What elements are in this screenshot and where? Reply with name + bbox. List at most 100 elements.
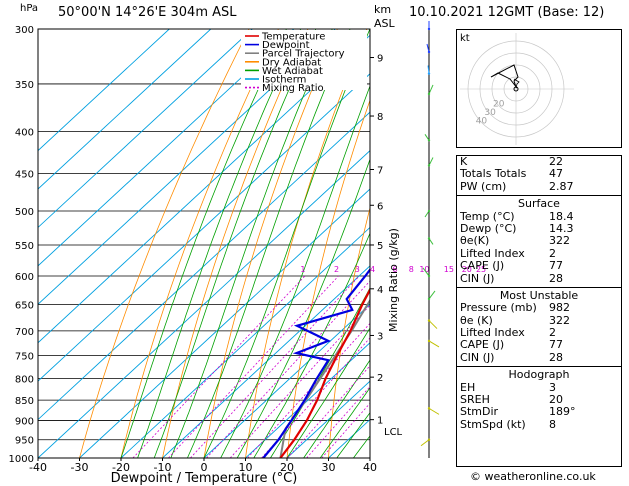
isotherm-line [38,149,370,458]
mixing-ratio-axis-title: Mixing Ratio (g/kg) [387,228,400,332]
legend-background [241,30,367,90]
dry-adiabat-line [120,29,279,458]
wet-adiabat-line [253,232,370,458]
stat-row: K 22 [457,155,621,168]
pressure-tick-label: 400 [15,128,34,139]
stat-key: Totals Totals [460,167,527,181]
isotherm-line [38,29,212,190]
stat-row: θe(K) 322 [457,234,621,248]
wind-barb-base [427,407,431,410]
stat-value: 14.3 [549,221,574,235]
stat-row: Pressure (mb) 982 [457,301,621,315]
stat-value: 2 [549,246,556,260]
mixing-ratio-label: 3 [355,265,360,274]
stat-key: SREH [460,393,490,407]
hodograph-ring-label: 40 [476,117,488,127]
isotherm-line [203,303,370,458]
temperature-tick-label: -10 [154,461,172,474]
stat-value: 22 [549,155,563,168]
isotherm-line [162,265,370,458]
stat-row: Dewp (°C) 14.3 [457,221,621,235]
mixing-ratio-label: 6 [392,265,397,274]
stat-row: Totals Totals 47 [457,167,621,181]
stat-value: 3 [549,380,556,394]
storm-motion-marker [513,86,519,92]
mixing-ratio-line [132,275,306,458]
stat-value: 47 [549,167,563,181]
stat-value: 28 [549,271,563,285]
temperature-tick-label: 20 [280,461,294,474]
stat-key: Temp (°C) [460,209,515,223]
wet-adiabat-line [137,29,302,458]
hodograph-ring-label: 20 [493,99,505,109]
stat-key: θe(K) [460,234,490,248]
stat-key: CAPE (J) [460,259,505,273]
stat-key: EH [460,380,476,394]
pressure-tick-label: 350 [15,80,34,91]
dry-adiabat-line [79,29,250,458]
x-axis-title: Dewpoint / Temperature (°C) [111,471,298,486]
km-tick-label: 4 [377,285,383,296]
isotherm-line [38,111,370,421]
stat-value: 982 [549,301,570,315]
pressure-tick-label: 750 [15,351,34,362]
temperature-tick-label: 30 [322,461,336,474]
asl-unit-label: ASL [374,17,395,30]
pressure-tick-label: 1000 [9,454,34,465]
mixing-ratio-line [168,275,339,458]
temperature-tick-label: -30 [71,461,89,474]
mixing-ratio-label: 8 [409,265,414,274]
dry-adiabat-line [245,29,368,458]
wind-barb [428,340,440,348]
km-tick-label: 2 [377,373,383,384]
stat-value: 2 [549,326,556,340]
stat-row: CIN (J) 28 [457,350,621,364]
stat-value: 189° [549,405,576,419]
pressure-tick-label: 500 [15,207,34,218]
km-tick-label: 9 [377,54,383,65]
dry-adiabat-line [162,29,309,458]
dewpoint-profile-line [262,267,370,458]
stat-key: Lifted Index [460,246,525,260]
wet-adiabat-line [319,387,370,458]
sounding-datetime: 10.10.2021 12GMT (Base: 12) [409,5,605,20]
stat-key: PW (cm) [460,179,507,193]
hodograph-ring-label: 30 [484,108,496,118]
stat-key: StmSpd (kt) [460,417,526,431]
legend-label: Wet Adiabat [262,66,323,77]
wet-adiabat-line [153,29,317,458]
stat-key: CAPE (J) [460,338,505,352]
stat-value: 20 [549,393,563,407]
legend-label: Parcel Trajectory [262,49,345,60]
stat-row: Lifted Index 2 [457,246,621,260]
wind-barb-base [427,164,431,167]
stat-row: CAPE (J) 77 [457,338,621,352]
stat-key: StmDir [460,405,499,419]
stat-key: CIN (J) [460,350,495,364]
wind-barb-base [427,209,431,213]
wet-adiabat-line [336,412,370,458]
stat-row: CAPE (J) 77 [457,259,621,273]
wind-barb [428,407,440,415]
dry-adiabat-line [286,99,370,458]
most-unstable-section-title: Most Unstable [499,288,579,302]
stat-value: 18.4 [549,209,574,223]
stat-value: 8 [549,417,556,431]
hodograph-frame [456,29,622,148]
wind-barb-base [427,72,431,75]
station-location: 50°00'N 14°26'E 304m ASL [58,5,237,20]
mixing-ratio-line [229,304,370,458]
wind-barb [424,210,430,218]
stat-key: θe (K) [460,313,493,327]
stat-value: 28 [549,350,563,364]
wind-barb [427,65,430,74]
stat-row: Temp (°C) 18.4 [457,209,621,223]
wind-barb-base [427,438,431,441]
legend-label: Dewpoint [262,40,310,51]
km-unit-label: km [374,3,392,16]
wet-adiabat-line [286,327,370,458]
stat-value: 2.87 [549,179,574,193]
mixing-ratio-line [287,365,370,458]
stat-value: 322 [549,234,570,248]
